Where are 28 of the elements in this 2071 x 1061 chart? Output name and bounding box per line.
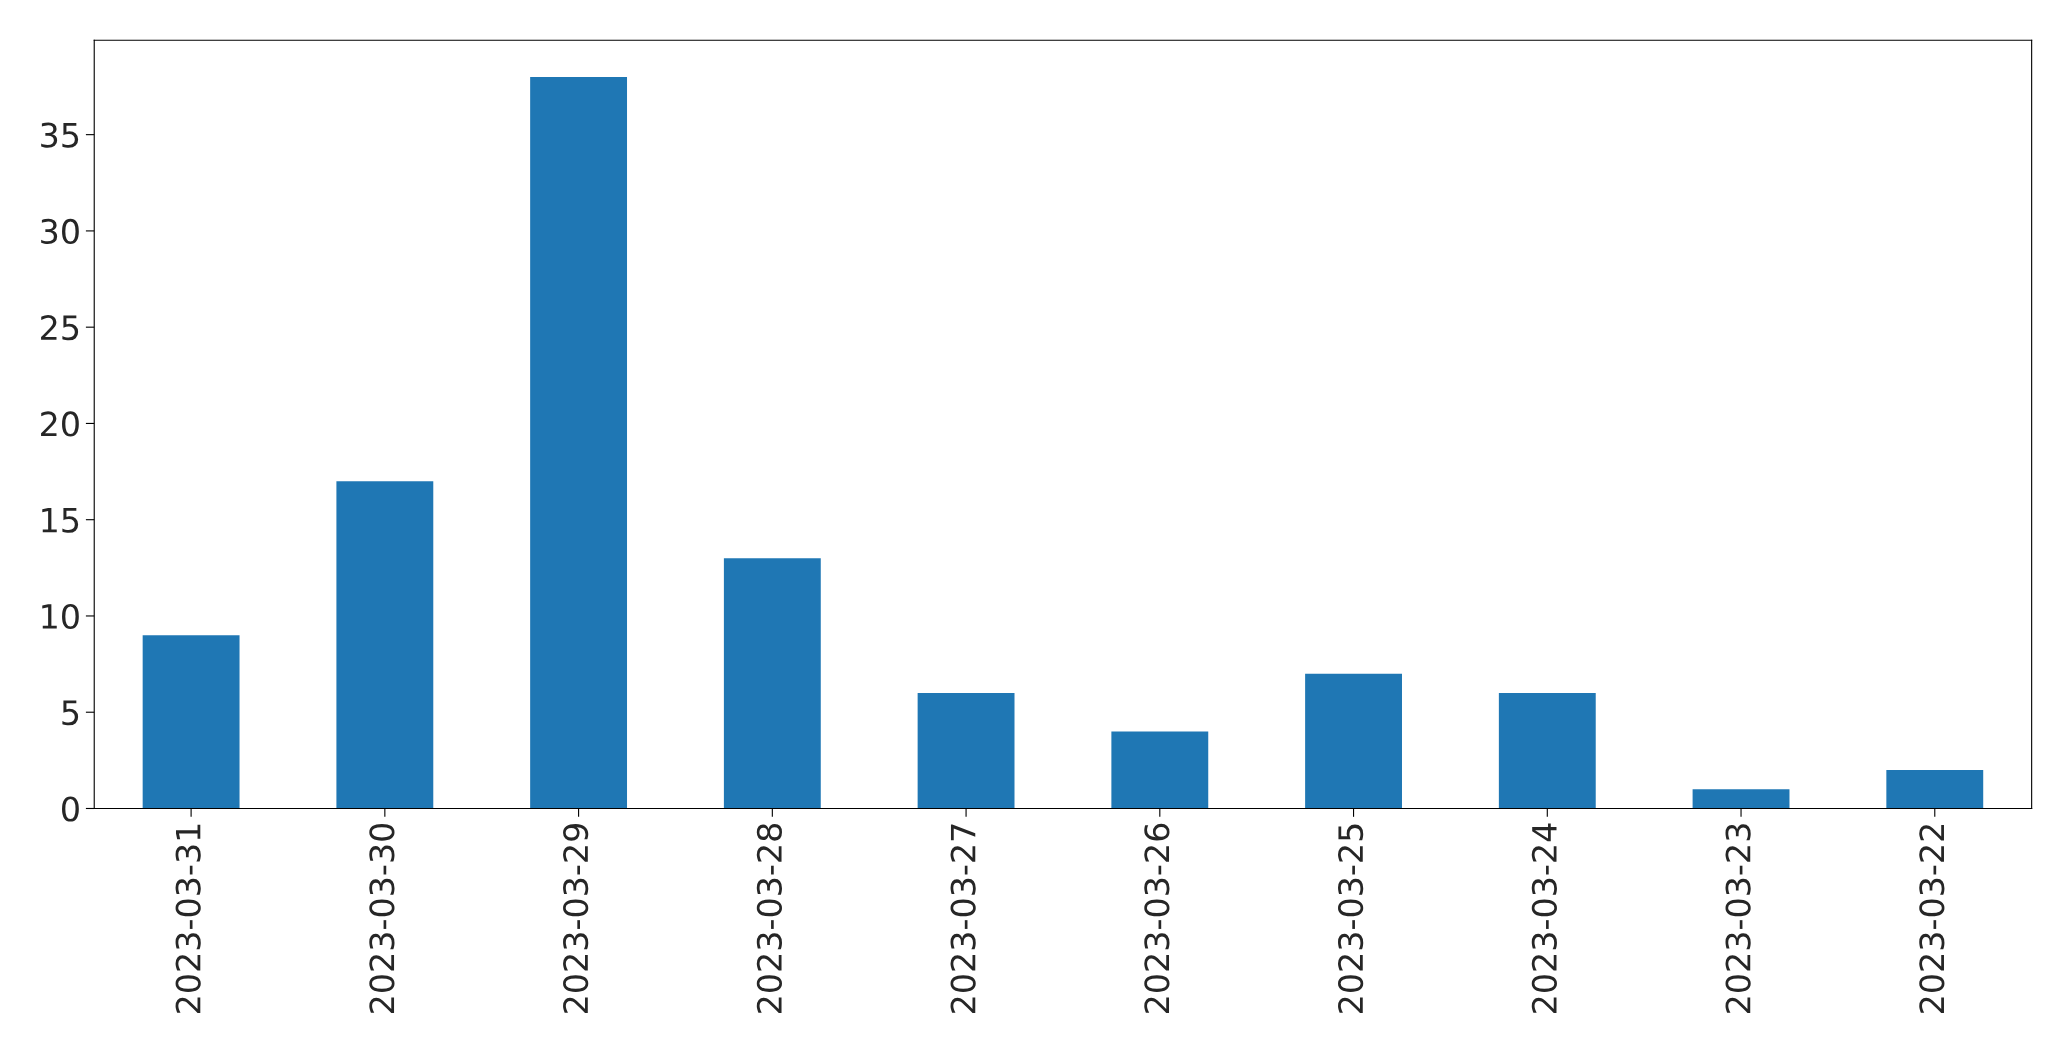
x-tick-label: 2023-03-26 (1144, 823, 1170, 1013)
x-tick-label: 2023-03-25 (1338, 824, 1364, 1013)
x-tick-label: 2023-03-22 (1919, 825, 1945, 1013)
y-tick-label: 0 (62, 796, 79, 822)
y-tick-label: 35 (41, 122, 79, 148)
y-tick-label: 25 (41, 315, 79, 341)
x-tick-label: 2023-03-29 (563, 824, 589, 1013)
x-tick-label: 2023-03-24 (1531, 823, 1557, 1013)
bar (1305, 673, 1402, 809)
y-tick-label: 30 (41, 218, 79, 245)
x-tick-label: 2023-03-28 (756, 823, 782, 1013)
x-tick-label: 2023-03-30 (369, 823, 395, 1013)
bar (336, 481, 434, 809)
y-tick-label: 10 (42, 603, 79, 630)
bar (142, 635, 240, 809)
bar (917, 692, 1015, 809)
y-tick-label: 5 (62, 700, 79, 726)
y-tick-label: 20 (41, 411, 79, 437)
bar (1498, 692, 1596, 809)
x-tick-label: 2023-03-27 (950, 824, 976, 1013)
bar (1886, 769, 1984, 809)
bar (723, 558, 821, 809)
bar (1692, 789, 1790, 809)
x-tick-label: 2023-03-23 (1725, 824, 1751, 1013)
x-tick-label: 2023-03-31 (175, 824, 201, 1013)
bar (530, 76, 628, 809)
y-tick-label: 15 (42, 508, 79, 533)
bar (1111, 731, 1209, 809)
